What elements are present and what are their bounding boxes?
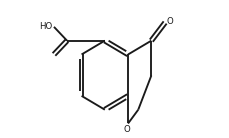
Text: O: O [123, 125, 130, 134]
Text: O: O [166, 17, 173, 26]
Text: HO: HO [39, 22, 53, 31]
